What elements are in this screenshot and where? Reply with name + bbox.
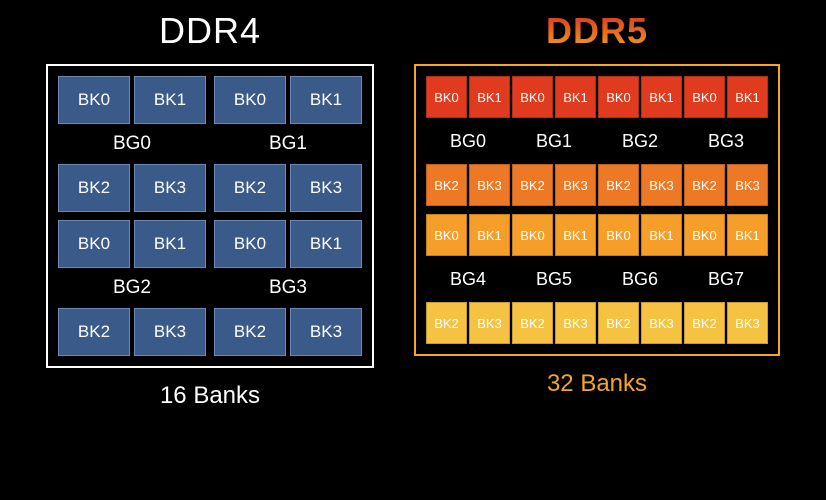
ddr5-bank: BK2 (598, 164, 639, 206)
ddr5-group-label: BG2 (598, 126, 682, 156)
ddr4-bank: BK1 (290, 76, 362, 124)
ddr5-bank: BK3 (727, 302, 768, 344)
ddr5-bank: BK1 (555, 76, 596, 118)
ddr5-group-label: BG3 (684, 126, 768, 156)
ddr5-bank: BK3 (555, 164, 596, 206)
ddr5-title: DDR5 (546, 10, 648, 52)
ddr5-panel: DDR5 BK0 BK1 BK0 BK1 BK0 BK1 BK0 BK1 BG0… (414, 10, 780, 410)
ddr5-bank: BK1 (469, 214, 510, 256)
ddr4-bank: BK0 (58, 76, 130, 124)
ddr5-bank: BK0 (426, 214, 467, 256)
ddr4-bank: BK0 (214, 76, 286, 124)
ddr5-bank: BK3 (641, 164, 682, 206)
ddr5-bank: BK2 (512, 302, 553, 344)
ddr4-bank: BK0 (214, 220, 286, 268)
ddr5-labels-top: BG0 BG1 BG2 BG3 (426, 126, 768, 156)
ddr4-group-label: BG1 (214, 127, 362, 161)
ddr5-group-label: BG0 (426, 126, 510, 156)
ddr4-bank: BK2 (214, 308, 286, 356)
ddr4-group-label: BG2 (58, 271, 206, 305)
ddr5-bank: BK1 (641, 214, 682, 256)
ddr5-bank: BK0 (426, 76, 467, 118)
ddr5-bank: BK3 (727, 164, 768, 206)
ddr5-bank: BK2 (426, 164, 467, 206)
ddr5-bank: BK3 (641, 302, 682, 344)
ddr4-group-bg0: BK0 BK1 BG0 BK2 BK3 (58, 76, 206, 212)
ddr5-bank: BK0 (512, 214, 553, 256)
ddr5-bank-row-1: BK2 BK3 BK2 BK3 BK2 BK3 BK2 BK3 (426, 164, 768, 206)
ddr5-group-label: BG7 (684, 264, 768, 294)
ddr4-bank: BK3 (290, 164, 362, 212)
ddr4-group-bg3: BK0 BK1 BG3 BK2 BK3 (214, 220, 362, 356)
ddr5-bank-row-0: BK0 BK1 BK0 BK1 BK0 BK1 BK0 BK1 (426, 76, 768, 118)
ddr4-frame: BK0 BK1 BG0 BK2 BK3 BK0 BK1 BG1 (46, 64, 374, 368)
ddr4-bottom-half: BK0 BK1 BG2 BK2 BK3 BK0 BK1 BG3 (58, 220, 362, 356)
ddr4-group-label: BG0 (58, 127, 206, 161)
ddr5-frame: BK0 BK1 BK0 BK1 BK0 BK1 BK0 BK1 BG0 BG1 … (414, 64, 780, 356)
ddr5-bank: BK1 (469, 76, 510, 118)
ddr5-caption: 32 Banks (547, 370, 647, 398)
ddr4-bank: BK1 (134, 220, 206, 268)
ddr5-bank: BK2 (684, 302, 725, 344)
ddr5-bank: BK0 (512, 76, 553, 118)
ddr5-bank: BK1 (727, 214, 768, 256)
ddr5-bank: BK0 (598, 214, 639, 256)
ddr5-group-label: BG6 (598, 264, 682, 294)
ddr4-group-label: BG3 (214, 271, 362, 305)
ddr5-bank: BK2 (426, 302, 467, 344)
ddr5-bank: BK1 (727, 76, 768, 118)
ddr5-bank: BK0 (684, 76, 725, 118)
ddr4-bank: BK1 (134, 76, 206, 124)
ddr4-title: DDR4 (159, 10, 261, 52)
ddr5-group-label: BG5 (512, 264, 596, 294)
ddr4-bank: BK2 (58, 308, 130, 356)
ddr4-group-bg2: BK0 BK1 BG2 BK2 BK3 (58, 220, 206, 356)
ddr5-bank: BK2 (598, 302, 639, 344)
ddr5-bank: BK3 (469, 164, 510, 206)
ddr4-bank: BK0 (58, 220, 130, 268)
ddr5-bank-row-3: BK2 BK3 BK2 BK3 BK2 BK3 BK2 BK3 (426, 302, 768, 344)
comparison-container: DDR4 BK0 BK1 BG0 BK2 BK3 BK0 (30, 10, 796, 410)
ddr5-bank: BK3 (469, 302, 510, 344)
ddr5-bank-row-2: BK0 BK1 BK0 BK1 BK0 BK1 BK0 BK1 (426, 214, 768, 256)
ddr4-bank: BK3 (134, 308, 206, 356)
ddr5-bank: BK2 (684, 164, 725, 206)
ddr4-panel: DDR4 BK0 BK1 BG0 BK2 BK3 BK0 (46, 10, 374, 410)
ddr4-caption: 16 Banks (160, 382, 260, 410)
ddr4-bank: BK2 (58, 164, 130, 212)
ddr4-bank: BK3 (134, 164, 206, 212)
ddr5-bank: BK1 (641, 76, 682, 118)
ddr4-bank: BK2 (214, 164, 286, 212)
ddr5-group-label: BG4 (426, 264, 510, 294)
ddr5-bank: BK1 (555, 214, 596, 256)
ddr5-bank: BK0 (684, 214, 725, 256)
ddr4-group-bg1: BK0 BK1 BG1 BK2 BK3 (214, 76, 362, 212)
ddr4-bank: BK3 (290, 308, 362, 356)
ddr5-bank: BK2 (512, 164, 553, 206)
ddr5-group-label: BG1 (512, 126, 596, 156)
ddr5-bank: BK3 (555, 302, 596, 344)
ddr5-labels-bottom: BG4 BG5 BG6 BG7 (426, 264, 768, 294)
ddr4-bank: BK1 (290, 220, 362, 268)
ddr4-top-half: BK0 BK1 BG0 BK2 BK3 BK0 BK1 BG1 (58, 76, 362, 212)
ddr5-bank: BK0 (598, 76, 639, 118)
